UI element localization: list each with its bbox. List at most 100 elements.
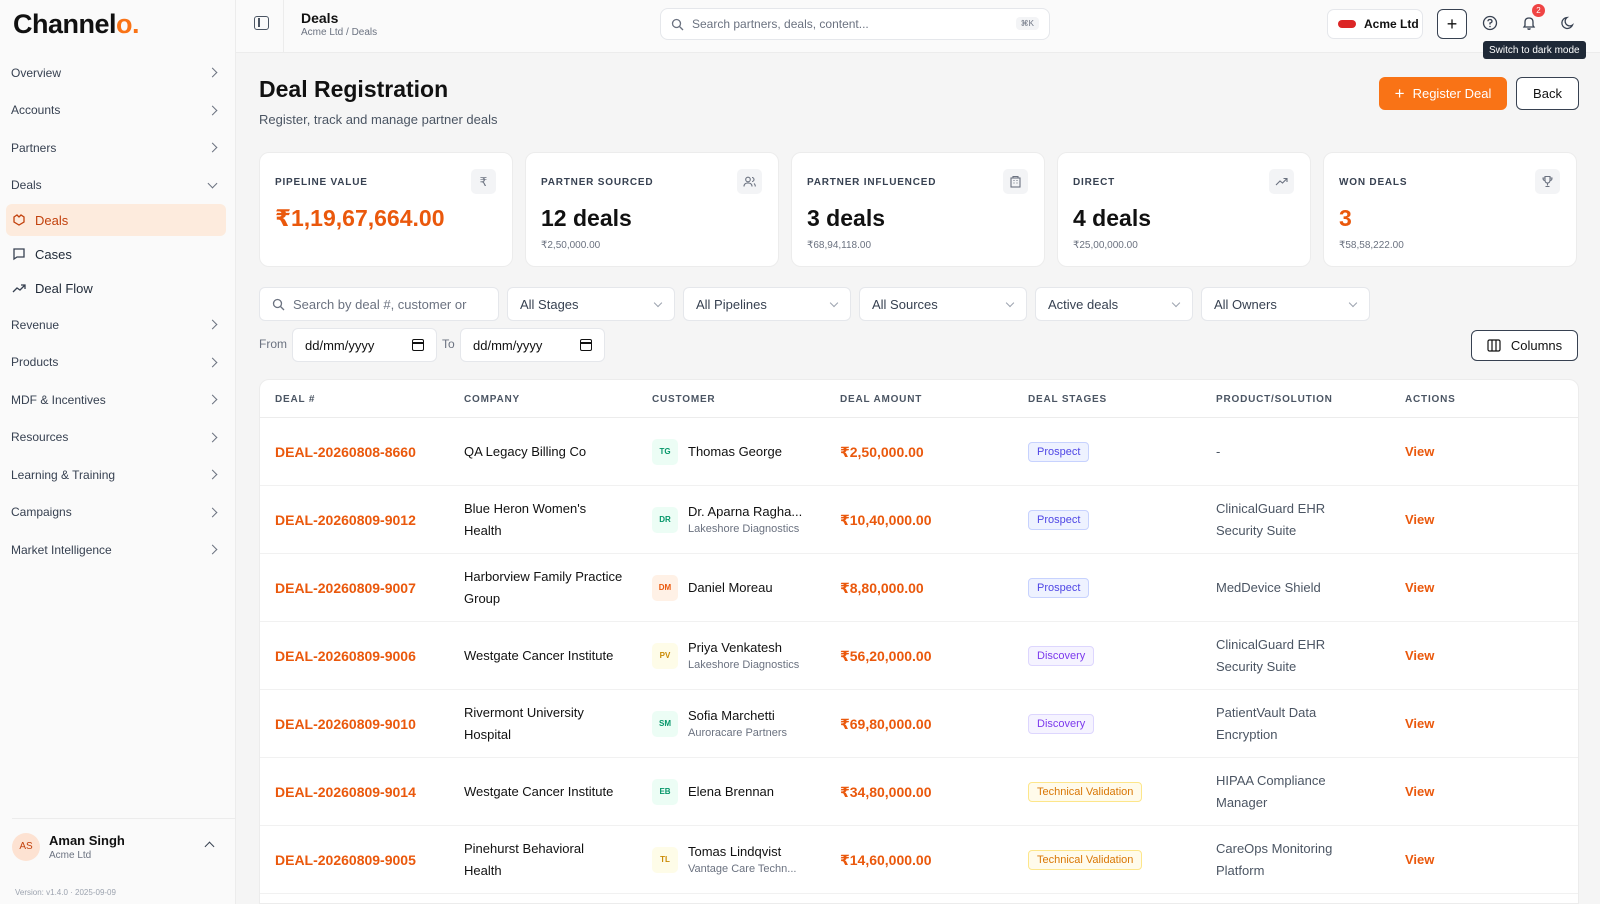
- deal-number[interactable]: DEAL-20260809-9010: [275, 716, 416, 732]
- view-link[interactable]: View: [1405, 444, 1435, 459]
- chevron-right-icon: [207, 432, 218, 443]
- sidebar-item-learning-training[interactable]: Learning & Training: [0, 456, 236, 494]
- sidebar-subitem-label: Deal Flow: [35, 280, 93, 296]
- user-name: Aman Singh: [49, 832, 125, 848]
- channelo-logo[interactable]: Channelo.: [13, 9, 140, 39]
- view-link[interactable]: View: [1405, 716, 1435, 731]
- stat-value: ₹1,19,67,664.00: [275, 205, 445, 231]
- calendar-icon[interactable]: [580, 339, 592, 351]
- user-org: Acme Ltd: [49, 849, 92, 861]
- help-icon[interactable]: [1480, 13, 1500, 33]
- sidebar-item-products[interactable]: Products: [0, 344, 236, 382]
- status-select-value: Active deals: [1048, 296, 1119, 312]
- dark-mode-tooltip: Switch to dark mode: [1483, 41, 1586, 59]
- sidebar-item-label: Overview: [11, 65, 62, 80]
- sidebar-item-partners[interactable]: Partners: [0, 129, 236, 167]
- stat-subvalue: ₹68,94,118.00: [807, 240, 872, 251]
- stat-subvalue: ₹2,50,000.00: [541, 240, 601, 251]
- sidebar-subitem-label: Cases: [35, 246, 72, 262]
- user-menu[interactable]: AS Aman Singh Acme Ltd: [12, 818, 235, 874]
- table-row[interactable]: DEAL-20260809-9014 Westgate Cancer Insti…: [260, 758, 1578, 826]
- col-customer[interactable]: CUSTOMER: [652, 394, 716, 405]
- sidebar-toggle-icon[interactable]: [254, 16, 269, 30]
- bell-icon[interactable]: [1519, 13, 1539, 33]
- chevron-down-icon: [1348, 298, 1358, 308]
- search-icon: [272, 298, 285, 310]
- sidebar-item-mdf-incentives[interactable]: MDF & Incentives: [0, 381, 236, 419]
- table-row[interactable]: DEAL-20260809-9006 Westgate Cancer Insti…: [260, 622, 1578, 690]
- deal-number[interactable]: DEAL-20260809-9014: [275, 784, 416, 800]
- stage-badge: Discovery: [1028, 714, 1095, 734]
- col-deal-amount[interactable]: DEAL AMOUNT: [840, 394, 923, 405]
- sidebar-item-overview[interactable]: Overview: [0, 54, 236, 92]
- back-button[interactable]: Back: [1516, 77, 1579, 110]
- view-link[interactable]: View: [1405, 784, 1435, 799]
- col-deal-number[interactable]: DEAL #: [275, 394, 316, 405]
- sidebar-item-deals[interactable]: Deals: [0, 167, 236, 205]
- sources-select[interactable]: All Sources: [859, 287, 1027, 321]
- col-deal-stages[interactable]: DEAL STAGES: [1028, 394, 1107, 405]
- pipelines-select[interactable]: All Pipelines: [683, 287, 851, 321]
- sidebar-subitem-cases[interactable]: Cases: [6, 238, 226, 270]
- deal-search-input[interactable]: Search by deal #, customer or: [259, 287, 499, 321]
- moon-icon[interactable]: [1558, 13, 1578, 33]
- company-name: Pinehurst Behavioral Health: [464, 841, 584, 878]
- company-name: QA Legacy Billing Co: [464, 444, 587, 459]
- stages-select[interactable]: All Stages: [507, 287, 675, 321]
- register-deal-label: Register Deal: [1412, 86, 1492, 101]
- stage-cell: Prospect: [1028, 418, 1090, 486]
- view-link[interactable]: View: [1405, 648, 1435, 663]
- sidebar-item-market-intelligence[interactable]: Market Intelligence: [0, 531, 236, 569]
- owners-select[interactable]: All Owners: [1201, 287, 1370, 321]
- sidebar-item-resources[interactable]: Resources: [0, 419, 236, 457]
- deal-number[interactable]: DEAL-20260808-8660: [275, 444, 416, 460]
- view-link[interactable]: View: [1405, 580, 1435, 595]
- building-icon: [1003, 169, 1028, 194]
- deal-number[interactable]: DEAL-20260809-9005: [275, 852, 416, 868]
- table-row[interactable]: DEAL-20260809-9012 Blue Heron Women's He…: [260, 486, 1578, 554]
- stat-value: 12 deals: [541, 205, 632, 231]
- sidebar-item-revenue[interactable]: Revenue: [0, 306, 236, 344]
- register-deal-button[interactable]: + Register Deal: [1379, 77, 1507, 110]
- sidebar-subitem-deals[interactable]: Deals: [6, 204, 226, 236]
- customer-cell: TG Thomas George: [652, 418, 782, 486]
- table-row[interactable]: DEAL-20260809-9005 Pinehurst Behavioral …: [260, 826, 1578, 894]
- view-link[interactable]: View: [1405, 512, 1435, 527]
- col-product-solution[interactable]: PRODUCT/SOLUTION: [1216, 394, 1333, 405]
- view-link[interactable]: View: [1405, 852, 1435, 867]
- handshake-icon: [12, 213, 26, 227]
- deal-number[interactable]: DEAL-20260809-9012: [275, 512, 416, 528]
- global-search-placeholder: Search partners, deals, content...: [692, 17, 869, 31]
- customer-name: Sofia Marchetti: [688, 708, 775, 723]
- stage-badge: Prospect: [1028, 510, 1090, 530]
- stage-badge: Discovery: [1028, 646, 1095, 666]
- notification-badge: 2: [1532, 4, 1545, 17]
- columns-button[interactable]: Columns: [1471, 330, 1578, 361]
- status-select[interactable]: Active deals: [1035, 287, 1193, 321]
- customer-cell: DM Daniel Moreau: [652, 554, 773, 622]
- deal-amount: ₹14,60,000.00: [840, 852, 932, 868]
- org-switcher-button[interactable]: Acme Ltd: [1327, 9, 1423, 39]
- table-row[interactable]: DEAL-20260809-9010 Rivermont University …: [260, 690, 1578, 758]
- sidebar-item-label: Learning & Training: [11, 467, 116, 482]
- col-company[interactable]: COMPANY: [464, 394, 520, 405]
- calendar-icon[interactable]: [412, 339, 424, 351]
- sidebar-item-campaigns[interactable]: Campaigns: [0, 494, 236, 532]
- customer-avatar: DM: [652, 575, 678, 601]
- deal-amount: ₹34,80,000.00: [840, 784, 932, 800]
- sidebar-item-label: Resources: [11, 430, 69, 445]
- from-date-input[interactable]: dd/mm/yyyy: [292, 328, 437, 362]
- global-search-input[interactable]: Search partners, deals, content... ⌘K: [660, 8, 1050, 40]
- to-date-input[interactable]: dd/mm/yyyy: [460, 328, 605, 362]
- sidebar-subitem-deal-flow[interactable]: Deal Flow: [6, 272, 226, 304]
- quick-add-button[interactable]: +: [1437, 9, 1467, 39]
- rupee-icon: ₹: [471, 169, 496, 194]
- deal-number[interactable]: DEAL-20260809-9007: [275, 580, 416, 596]
- deal-number[interactable]: DEAL-20260809-9006: [275, 648, 416, 664]
- sidebar-item-accounts[interactable]: Accounts: [0, 92, 236, 130]
- customer-avatar: PV: [652, 643, 678, 669]
- table-row[interactable]: DEAL-20260808-8660 QA Legacy Billing Co …: [260, 418, 1578, 486]
- stat-subvalue: ₹25,00,000.00: [1073, 240, 1138, 251]
- table-row[interactable]: DEAL-20260809-9007 Harborview Family Pra…: [260, 554, 1578, 622]
- sidebar-item-label: Accounts: [11, 103, 61, 118]
